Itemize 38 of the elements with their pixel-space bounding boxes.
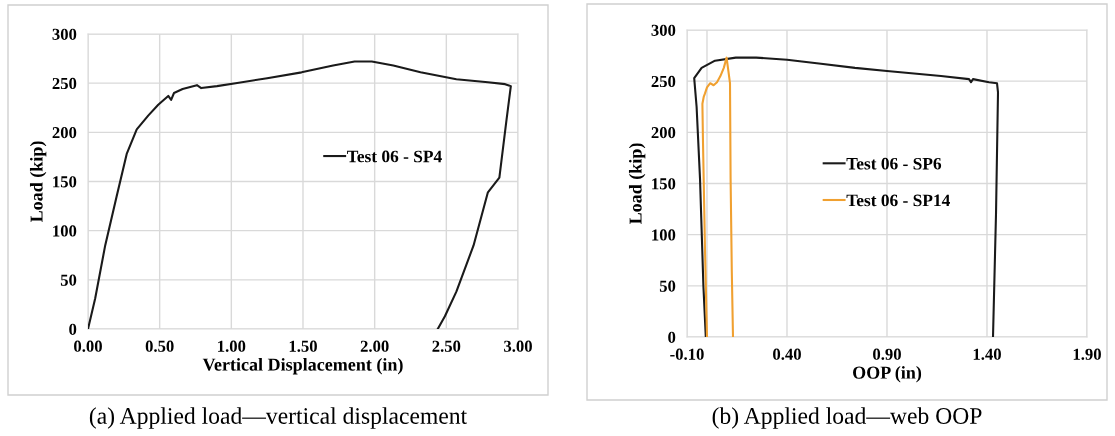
x-tick-label: 2.00 — [360, 340, 389, 352]
y-tick-label: 50 — [659, 280, 676, 292]
y-tick-label: 100 — [53, 225, 77, 237]
y-tick-label: 0 — [668, 331, 676, 343]
x-tick-label: 0.90 — [873, 348, 901, 360]
x-axis-title: Vertical Displacement (in) — [202, 358, 403, 375]
legend-label: Test 06 - SP4 — [347, 150, 442, 163]
x-tick-label: -0.10 — [670, 348, 704, 360]
x-tick-label: 1.00 — [218, 340, 246, 352]
x-tick-label: 1.50 — [289, 340, 317, 352]
y-tick-label: 150 — [652, 178, 676, 190]
y-tick-label: 250 — [52, 77, 77, 90]
y-axis-title: Load (kip) — [29, 141, 47, 223]
y-tick-label: 200 — [651, 127, 676, 139]
line-series — [693, 56, 1000, 337]
y-tick-label: 200 — [52, 127, 77, 139]
line-series — [701, 56, 735, 337]
x-tick-label: 3.00 — [504, 340, 532, 352]
y-tick-label: 50 — [60, 274, 77, 286]
y-axis-title: Load (kip) — [628, 143, 646, 225]
text: (b) Applied load—web OOP — [712, 407, 982, 429]
y-tick-label: 250 — [651, 75, 676, 88]
legend-label: Test 06 - SP6 — [846, 157, 942, 170]
x-tick-label: 0.00 — [74, 340, 102, 352]
text: (a) Applied load—vertical displacement — [89, 407, 468, 429]
y-tick-label: 100 — [652, 229, 676, 241]
x-axis-title: OOP (in) — [853, 366, 922, 383]
y-tick-label: 300 — [52, 28, 77, 40]
y-tick-label: 300 — [651, 24, 676, 36]
y-tick-label: 150 — [53, 176, 77, 188]
y-tick-label: 0 — [69, 323, 77, 335]
legend-label: Test 06 - SP14 — [846, 194, 950, 207]
line-series — [88, 60, 512, 329]
x-tick-label: 0.50 — [145, 340, 174, 352]
x-tick-label: 1.90 — [1073, 348, 1101, 360]
x-tick-label: 2.50 — [432, 340, 461, 352]
x-tick-label: 1.40 — [973, 348, 1001, 360]
x-tick-label: 0.40 — [773, 348, 801, 360]
